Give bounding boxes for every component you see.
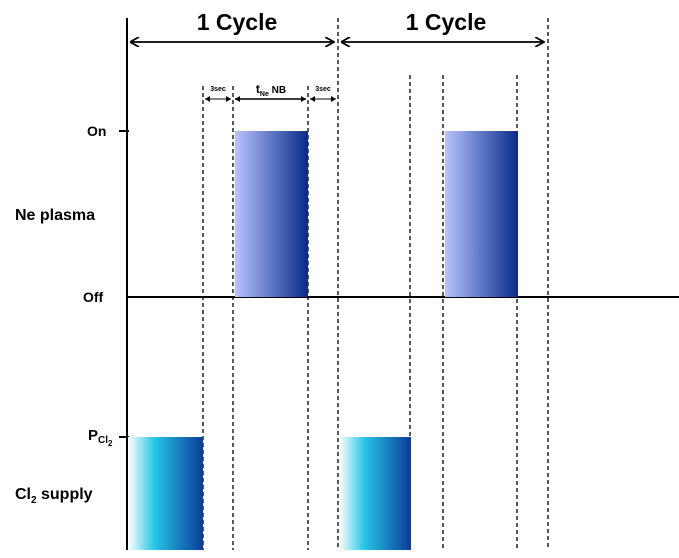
cycle-label: 1 Cycle <box>197 9 278 35</box>
ne-nb-suffix: NB <box>269 85 286 96</box>
pcl2-label: PCl2 <box>88 427 113 448</box>
cl2-supply-main: Cl <box>15 486 31 503</box>
cl2-supply-label: Cl2 supply <box>15 486 93 506</box>
ne-plasma-label: Ne plasma <box>15 207 95 224</box>
cl2-supply-pulse <box>339 437 411 550</box>
ne-plasma-pulse <box>445 131 518 297</box>
ne-nb-main: t <box>256 82 260 96</box>
cl2-supply-suffix: supply <box>37 486 93 503</box>
ne-plasma-pulse <box>235 131 308 297</box>
cycle-label: 1 Cycle <box>406 9 487 35</box>
pcl2-sub: Cl <box>98 435 108 446</box>
pcl2-main: P <box>88 427 98 444</box>
off-label: Off <box>83 289 104 305</box>
on-label: On <box>87 123 106 139</box>
pcl2-subsub: 2 <box>108 439 113 448</box>
ne-nb-sub: Ne <box>260 91 269 98</box>
purge-after-label: 3sec <box>315 86 331 93</box>
purge-before-label: 3sec <box>210 86 226 93</box>
cl2-supply-pulse <box>128 437 203 550</box>
cl2-supply-sub: 2 <box>31 495 37 506</box>
ne-nb-label: tNe NB <box>256 82 286 98</box>
